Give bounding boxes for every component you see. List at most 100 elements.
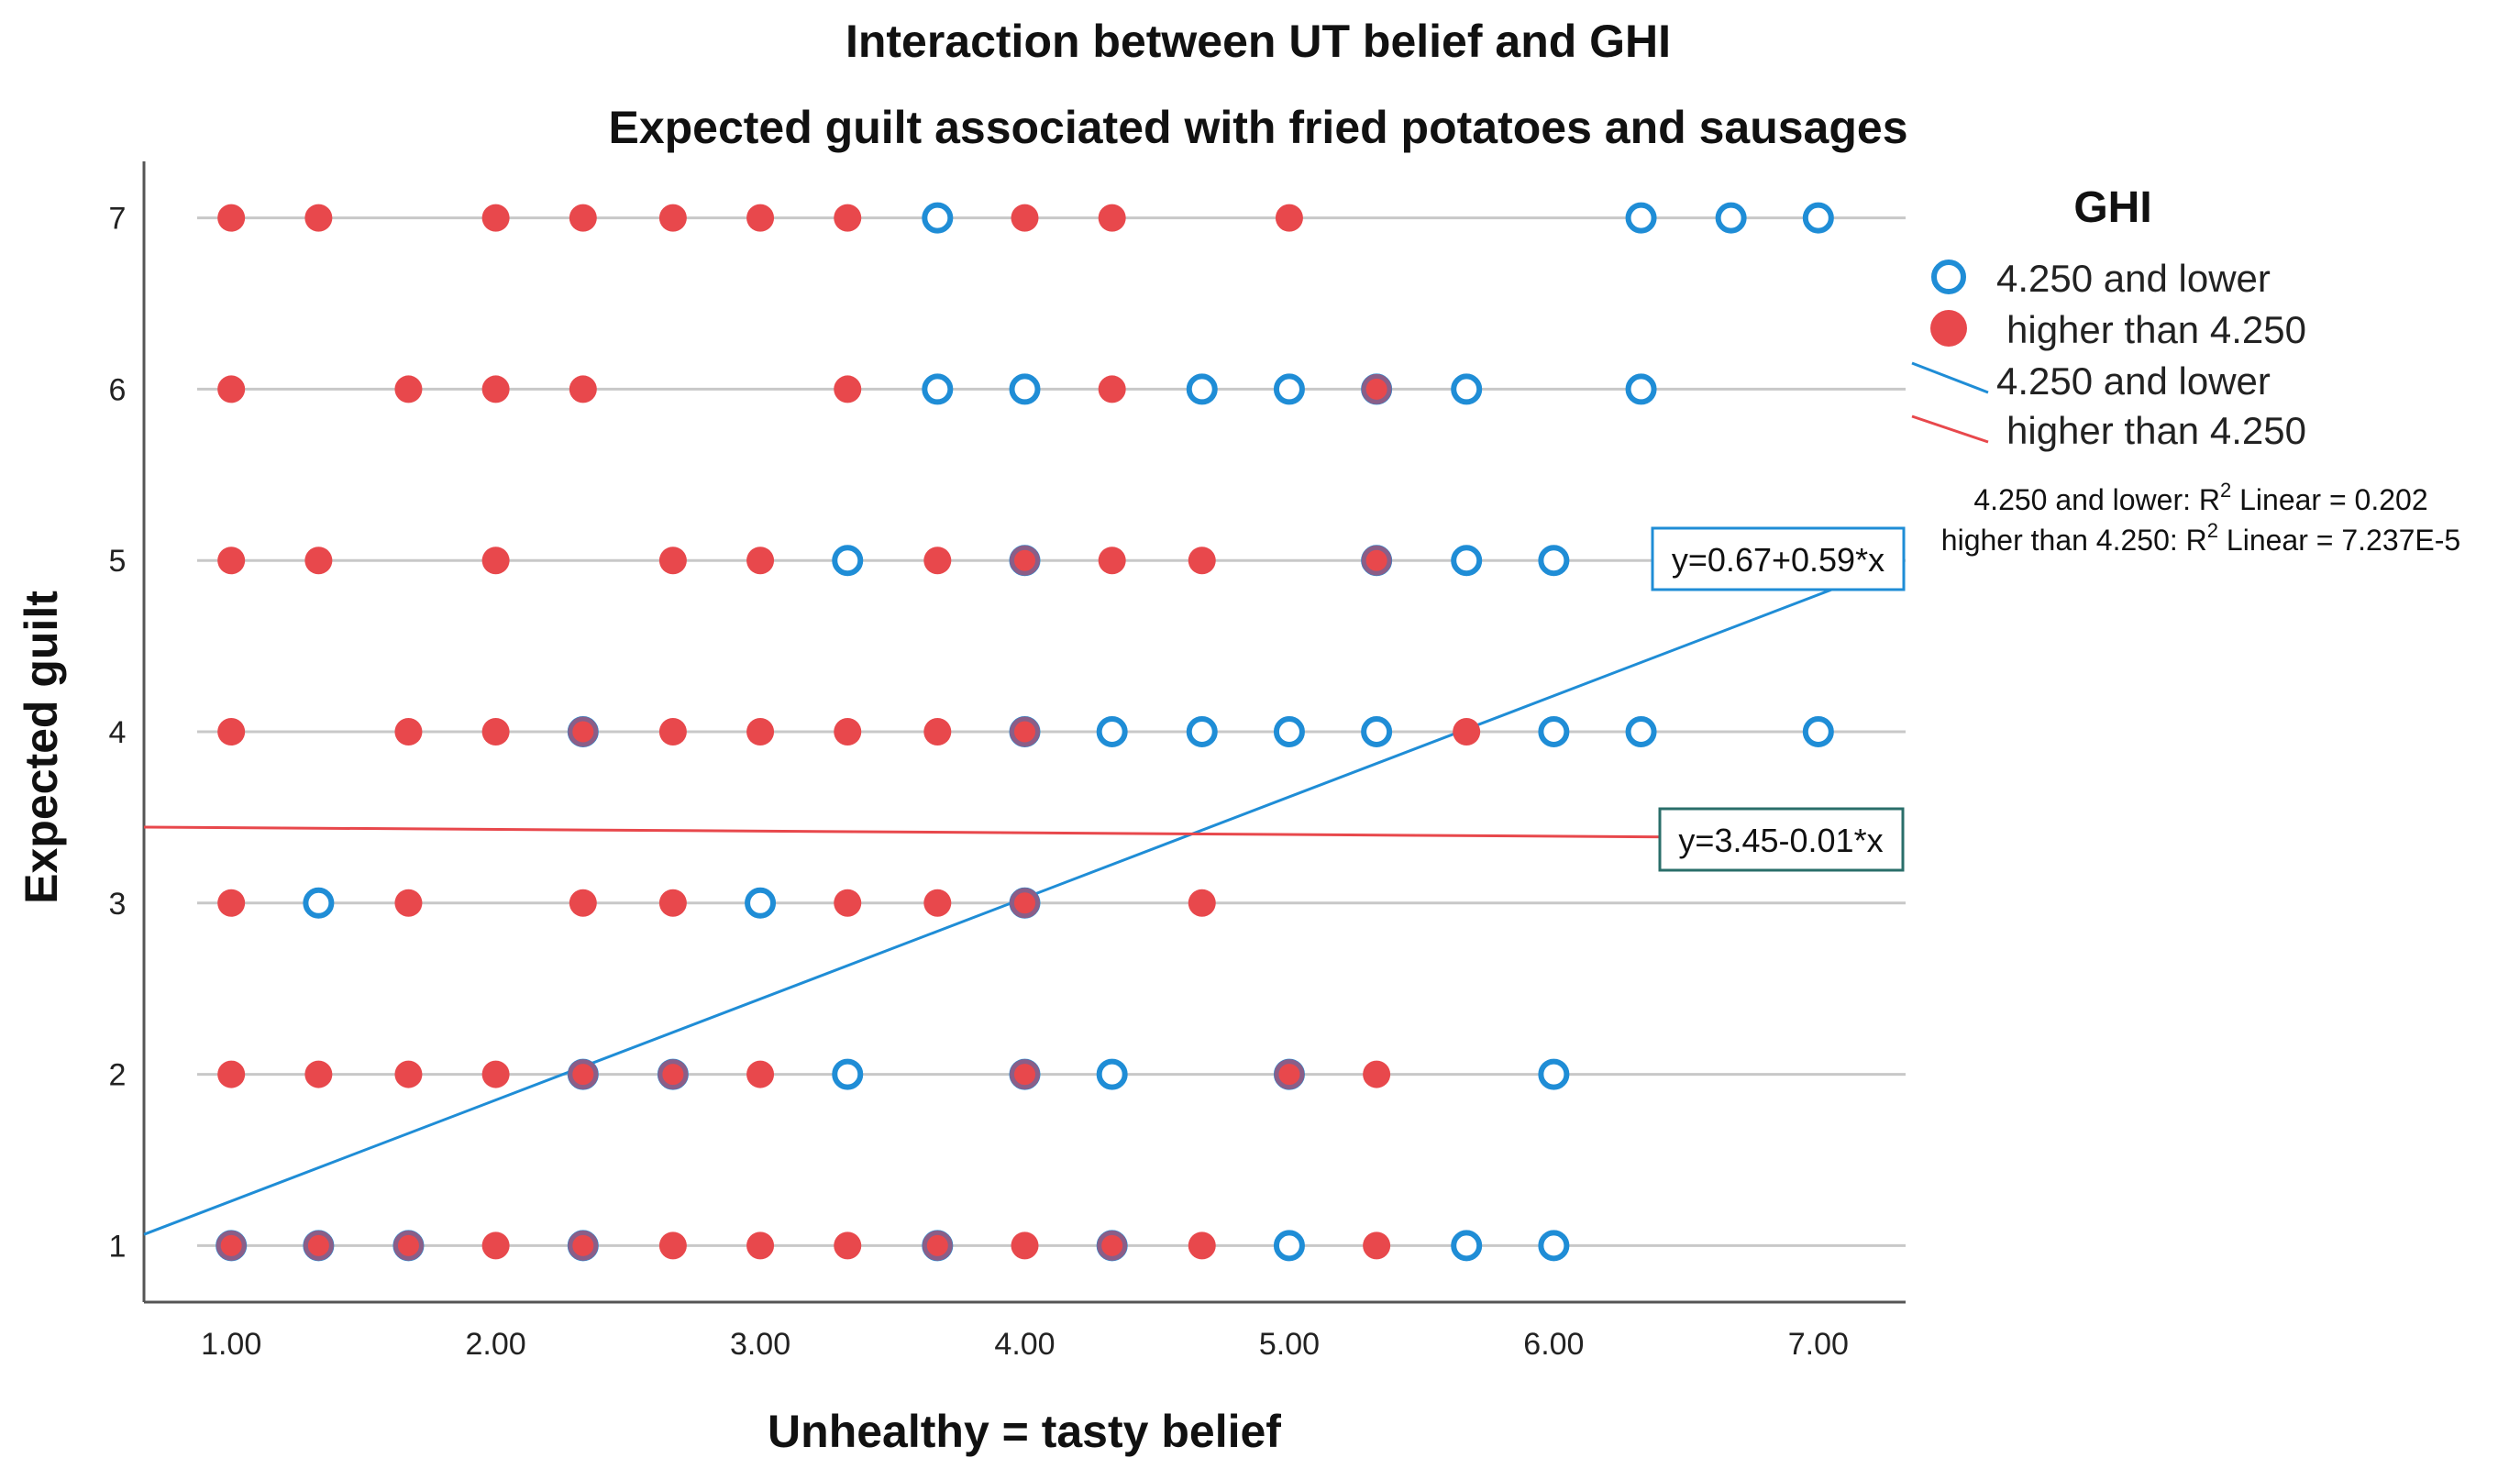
x-tick-label-2: 2.00 — [466, 1327, 526, 1362]
point-high-ghi-17 — [1361, 373, 1392, 404]
point-high-ghi-44 — [1010, 888, 1040, 919]
point-high-ghi-23 — [923, 547, 952, 575]
point-high-ghi-41 — [658, 889, 687, 917]
y-tick-label-6: 6 — [109, 372, 127, 407]
y-axis-ticks: 1 2 3 4 5 6 7 — [109, 202, 127, 1265]
r-squared-low-value: Linear = 0.202 — [2231, 483, 2427, 516]
legend-open-marker — [1931, 260, 1966, 294]
legend-label-filled: higher than 4.250 — [2006, 308, 2306, 351]
point-high-ghi-20 — [481, 547, 510, 575]
y-tick-label-3: 3 — [109, 887, 127, 922]
point-high-ghi-68 — [1363, 1231, 1391, 1260]
fit-equation-blue: y=0.67+0.59*x — [1651, 526, 1906, 591]
legend-title: GHI — [2073, 183, 2151, 232]
point-high-ghi-8 — [1011, 204, 1039, 232]
fit-equation-red: y=3.45-0.01*x — [1658, 807, 1905, 872]
point-high-ghi-3 — [481, 204, 510, 232]
point-high-ghi-35 — [923, 718, 952, 746]
point-high-ghi-6 — [746, 204, 775, 232]
point-high-ghi-38 — [217, 889, 246, 917]
point-low-ghi-15 — [1451, 545, 1483, 577]
point-high-ghi-21 — [658, 547, 687, 575]
point-low-ghi-10 — [1451, 373, 1483, 405]
legend-blue-line — [1911, 361, 1989, 394]
point-high-ghi-47 — [304, 1060, 333, 1088]
point-high-ghi-63 — [834, 1231, 862, 1260]
fit-equation-blue-box — [1651, 526, 1906, 591]
y-tick-label-5: 5 — [109, 544, 127, 579]
r-squared-high-value: Linear = 7.237E-5 — [2218, 524, 2460, 557]
y-tick-label-1: 1 — [109, 1229, 127, 1264]
point-high-ghi-13 — [481, 375, 510, 403]
point-high-ghi-32 — [658, 718, 687, 746]
chart-subtitle: Expected guilt associated with fried pot… — [608, 102, 1907, 153]
y-axis-title: Expected guilt — [16, 591, 67, 904]
point-high-ghi-37 — [1453, 718, 1481, 746]
point-low-ghi-3 — [1715, 202, 1747, 234]
r-squared-low: 4.250 and lower: R2 Linear = 0.202 — [1973, 479, 2427, 516]
point-low-ghi-43 — [1451, 1230, 1483, 1262]
point-low-ghi-35 — [1538, 1058, 1570, 1090]
point-high-ghi-9 — [1098, 204, 1126, 232]
legend-red-line — [1911, 414, 1989, 444]
point-low-ghi-1 — [922, 202, 954, 234]
fit-equation-blue-text: y=0.67+0.59*x — [1672, 541, 1884, 579]
x-axis-title: Unhealthy = tasty belief — [768, 1406, 1281, 1457]
x-tick-label-6: 6.00 — [1523, 1327, 1584, 1362]
point-high-ghi-30 — [481, 718, 510, 746]
point-low-ghi-2 — [1625, 202, 1657, 234]
point-high-ghi-61 — [658, 1231, 687, 1260]
r-squared-high: higher than 4.250: R2 Linear = 7.237E-5 — [1941, 519, 2460, 557]
point-low-ghi-19 — [1096, 716, 1128, 747]
legend-label-blue-line: 4.250 and lower — [1996, 359, 2271, 403]
point-high-ghi-10 — [1275, 204, 1303, 232]
legend-filled-marker — [1930, 310, 1967, 347]
point-high-ghi-5 — [658, 204, 687, 232]
legend-label-open: 4.250 and lower — [1996, 257, 2271, 300]
point-high-ghi-46 — [217, 1060, 246, 1088]
point-high-ghi-59 — [481, 1231, 510, 1260]
r-squared-low-sup: 2 — [2220, 479, 2231, 502]
point-low-ghi-4 — [1802, 202, 1834, 234]
point-high-ghi-25 — [1098, 547, 1126, 575]
point-low-ghi-20 — [1186, 716, 1218, 747]
x-tick-label-5: 5.00 — [1259, 1327, 1320, 1362]
point-high-ghi-43 — [923, 889, 952, 917]
y-tick-label-7: 7 — [109, 202, 127, 237]
legend-label-red-line: higher than 4.250 — [2006, 409, 2306, 452]
point-high-ghi-42 — [834, 889, 862, 917]
point-low-ghi-23 — [1538, 716, 1570, 747]
point-high-ghi-67 — [1188, 1231, 1216, 1260]
point-high-ghi-56 — [216, 1230, 247, 1261]
point-high-ghi-28 — [217, 718, 246, 746]
point-low-ghi-33 — [1096, 1058, 1128, 1090]
point-high-ghi-65 — [1011, 1231, 1039, 1260]
axes — [142, 161, 1906, 1304]
fit-line-high-ghi — [143, 825, 1898, 840]
x-axis-ticks: 1.00 2.00 3.00 4.00 5.00 6.00 7.00 — [201, 1327, 1849, 1362]
point-high-ghi-18 — [217, 547, 246, 575]
point-low-ghi-27 — [745, 887, 777, 919]
r-squared-high-label: higher than 4.250: R — [1941, 524, 2207, 557]
point-low-ghi-44 — [1538, 1230, 1570, 1262]
point-low-ghi-24 — [1625, 716, 1657, 747]
point-low-ghi-7 — [1186, 373, 1218, 405]
point-high-ghi-51 — [658, 1059, 689, 1090]
point-high-ghi-54 — [1274, 1059, 1305, 1090]
point-high-ghi-12 — [394, 375, 423, 403]
gridlines — [197, 216, 1906, 1247]
point-high-ghi-58 — [392, 1230, 424, 1261]
point-high-ghi-34 — [834, 718, 862, 746]
point-high-ghi-7 — [834, 204, 862, 232]
point-high-ghi-62 — [746, 1231, 775, 1260]
point-high-ghi-49 — [481, 1060, 510, 1088]
x-tick-label-1: 1.00 — [201, 1327, 261, 1362]
point-low-ghi-11 — [1625, 373, 1657, 405]
point-high-ghi-1 — [217, 204, 246, 232]
point-high-ghi-22 — [746, 547, 775, 575]
point-low-ghi-21 — [1273, 716, 1305, 747]
point-high-ghi-45 — [1188, 889, 1216, 917]
x-tick-label-4: 4.00 — [994, 1327, 1055, 1362]
